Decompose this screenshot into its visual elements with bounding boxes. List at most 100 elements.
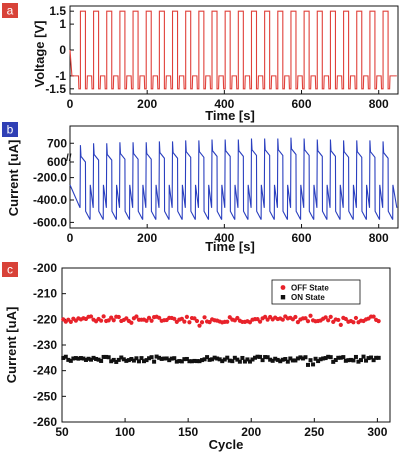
- on-state-point: [207, 357, 212, 362]
- on-state-point: [341, 355, 346, 360]
- panel-a-y-tick-label: -1.5: [45, 82, 66, 96]
- panel-c-x-ticks: 50 100 150 200 250 300: [55, 418, 388, 439]
- off-state-point: [146, 315, 152, 320]
- panel-a-x-tick-label: 600: [292, 97, 312, 111]
- on-state-point: [179, 359, 184, 364]
- on-state-point: [94, 356, 99, 361]
- panel-b-letter-box: [2, 122, 18, 137]
- on-state-point: [76, 356, 81, 361]
- on-state-point: [91, 355, 96, 360]
- on-state-point: [81, 356, 86, 361]
- on-state-point: [371, 358, 376, 363]
- on-state-point: [222, 357, 227, 362]
- off-state-point: [295, 319, 301, 325]
- on-state-point: [376, 355, 381, 360]
- off-state-point: [134, 314, 139, 319]
- off-state-point: [202, 315, 207, 320]
- on-state-point: [306, 362, 310, 367]
- panel-b: b 700 600 -200.0 -400.0 -600.0 0 200 400 600 800…: [2, 122, 399, 254]
- on-state-point: [237, 359, 242, 364]
- on-state-point: [358, 358, 363, 363]
- on-state-point: [336, 355, 341, 360]
- on-state-point: [245, 357, 250, 362]
- panel-a-y-tick-label: 1: [59, 17, 66, 31]
- on-state-point: [202, 357, 207, 362]
- on-state-point: [260, 358, 265, 363]
- on-state-point: [263, 355, 268, 360]
- on-state-point: [348, 357, 353, 362]
- on-state-point: [361, 354, 366, 359]
- off-state-point: [129, 320, 134, 325]
- panel-c-letter: c: [7, 263, 13, 277]
- off-state-point: [149, 318, 154, 323]
- on-state-point: [136, 359, 141, 364]
- off-state-point: [336, 317, 341, 323]
- panel-c-x-tick-label: 100: [115, 425, 135, 439]
- voltage-series-line: [69, 10, 397, 90]
- panel-c-x-tick-label: 250: [304, 425, 324, 439]
- panel-a: a 1.510-1-1.5 0 200 400 600 800 Time [s] Vol…: [2, 3, 399, 123]
- off-state-point: [328, 314, 333, 320]
- on-state-point: [157, 355, 162, 360]
- on-state-point: [119, 355, 124, 360]
- panel-a-x-ticks: 0 200 400 600 800: [67, 90, 389, 111]
- off-state-point: [157, 315, 162, 320]
- panel-a-x-tick-label: 0: [67, 97, 74, 111]
- on-state-point: [303, 355, 308, 360]
- on-state-point: [111, 357, 116, 362]
- off-state-point: [144, 318, 149, 323]
- off-state-point: [184, 314, 189, 319]
- off-state-point: [199, 320, 205, 325]
- on-state-point: [364, 358, 369, 363]
- panel-c-points: [61, 313, 381, 367]
- off-state-point: [116, 314, 121, 320]
- panel-a-y-ticks: 1.51 0 -1-1.5: [45, 4, 74, 96]
- panel-a-y-tick-label: -1: [55, 69, 66, 83]
- on-state-point: [66, 357, 71, 362]
- on-state-point: [78, 356, 83, 361]
- on-state-point: [227, 358, 232, 363]
- off-state-point: [192, 316, 197, 321]
- on-state-point: [240, 355, 245, 360]
- on-state-point: [134, 356, 139, 361]
- current-series-line: [69, 137, 398, 220]
- on-state-point: [83, 357, 88, 362]
- off-state-point: [194, 318, 200, 324]
- on-state-point: [230, 359, 235, 364]
- off-state-point: [207, 319, 212, 325]
- on-state-point: [162, 356, 167, 361]
- panel-b-letter: b: [7, 123, 14, 137]
- on-state-point: [250, 357, 255, 362]
- panel-b-x-tick-label: 800: [369, 231, 389, 245]
- panel-b-y-tick-label: -600.0: [33, 215, 67, 229]
- on-state-point: [99, 358, 104, 363]
- off-state-point: [371, 314, 376, 319]
- on-state-point: [101, 354, 106, 359]
- on-state-point: [343, 358, 348, 363]
- off-state-point: [351, 320, 356, 325]
- on-state-point: [147, 356, 152, 361]
- off-state-point: [343, 316, 348, 322]
- off-state-point: [326, 318, 331, 323]
- on-state-point: [331, 359, 336, 364]
- on-state-point: [106, 355, 111, 360]
- on-state-point: [220, 359, 225, 364]
- legend: OFF State ON State: [271, 279, 361, 305]
- on-state-point: [290, 358, 295, 363]
- panel-a-letter-box: [2, 3, 18, 18]
- off-state-point: [124, 316, 129, 321]
- on-state-point: [328, 355, 333, 360]
- on-state-point: [96, 357, 101, 362]
- legend-box: [271, 279, 361, 305]
- on-state-point: [109, 359, 114, 364]
- on-state-point: [131, 358, 136, 363]
- off-state-point: [353, 315, 359, 321]
- off-state-point: [99, 318, 104, 323]
- on-state-point: [369, 355, 374, 360]
- on-state-point: [184, 356, 189, 361]
- on-state-point: [210, 357, 215, 362]
- on-state-point: [288, 356, 293, 361]
- on-state-point: [200, 358, 205, 363]
- panel-b-xlabel: Time [s]: [205, 239, 255, 254]
- on-state-point: [149, 355, 154, 360]
